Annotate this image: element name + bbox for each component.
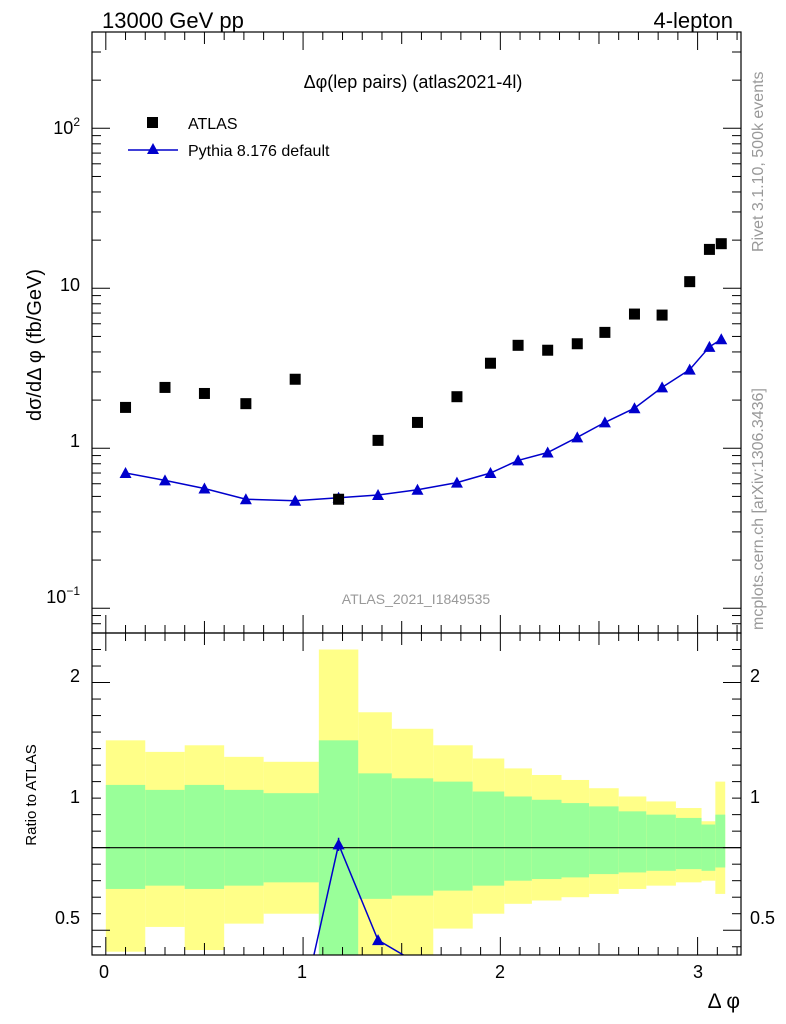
atlas-point xyxy=(542,344,554,356)
process-label: 4-lepton xyxy=(653,8,733,33)
legend-pythia-marker xyxy=(147,143,159,154)
ratio-band-inner-9 xyxy=(472,791,505,886)
ratio-band-inner-1 xyxy=(145,789,185,886)
atlas-point xyxy=(411,416,423,428)
ratio-point xyxy=(332,838,345,850)
atlas-point xyxy=(484,357,496,369)
pythia-point xyxy=(411,483,424,495)
atlas-point xyxy=(628,308,640,320)
pythia-point xyxy=(512,454,525,466)
atlas-point xyxy=(333,493,345,505)
ratio-band-inner-18 xyxy=(715,814,726,868)
legend-atlas-label: ATLAS xyxy=(188,116,238,133)
ratio-tick-label-0.5-right: 0.5 xyxy=(750,908,775,928)
ratio-tick-label-1: 1 xyxy=(70,787,80,807)
pythia-point xyxy=(239,493,252,505)
pythia-point xyxy=(715,333,728,345)
atlas-point xyxy=(289,373,301,385)
ratio-band-inner-2 xyxy=(184,784,225,889)
pythia-point xyxy=(372,489,385,501)
atlas-point xyxy=(715,238,727,250)
y-tick-label-10: 10 xyxy=(60,275,80,295)
pythia-point xyxy=(541,446,554,458)
ratio-axes xyxy=(92,633,741,955)
pythia-point xyxy=(628,402,641,414)
y-tick-label-0.1: 10−1 xyxy=(46,584,80,607)
ratio-band-inner-8 xyxy=(433,781,473,891)
pythia-point xyxy=(484,467,497,479)
atlas-point xyxy=(571,338,583,350)
ratio-point xyxy=(372,934,385,946)
ratio-band-inner-3 xyxy=(224,789,264,886)
pythia-point xyxy=(158,474,171,486)
ratio-line xyxy=(313,841,405,955)
site-label: mcplots.cern.ch [arXiv:1306.3436] xyxy=(750,388,767,630)
pythia-series xyxy=(119,333,728,506)
atlas-point xyxy=(656,309,668,321)
atlas-point xyxy=(120,401,132,413)
pythia-point xyxy=(703,340,716,352)
ratio-tick-label-0.5: 0.5 xyxy=(55,908,80,928)
legend-pythia-label: Pythia 8.176 default xyxy=(188,143,330,160)
atlas-point xyxy=(512,339,524,351)
legend-atlas-marker xyxy=(147,117,158,128)
atlas-point xyxy=(451,391,463,403)
atlas-point xyxy=(599,326,611,338)
pythia-point xyxy=(450,476,463,488)
atlas-point xyxy=(198,387,210,399)
x-tick-label-0: 0 xyxy=(99,962,109,982)
atlas-point xyxy=(372,434,384,446)
ratio-band-inner-15 xyxy=(646,814,676,871)
ratio-panel-frame xyxy=(91,632,742,956)
ratio-uncertainty-bands xyxy=(105,649,726,955)
atlas-series xyxy=(120,238,727,505)
atlas-point xyxy=(159,381,171,393)
x-tick-label-1: 1 xyxy=(297,962,307,982)
ratio-band-inner-7 xyxy=(391,778,434,896)
main-axes xyxy=(92,31,741,634)
atlas-point xyxy=(240,398,252,410)
pythia-point xyxy=(683,363,696,375)
pythia-point xyxy=(656,381,669,393)
ratio-band-inner-16 xyxy=(675,817,702,870)
energy-label: 13000 GeV pp xyxy=(102,8,244,33)
ratio-band-inner-10 xyxy=(504,796,532,881)
pythia-point xyxy=(571,431,584,443)
ratio-band-inner-13 xyxy=(589,806,619,875)
y-tick-label-1: 1 xyxy=(70,431,80,451)
pythia-point xyxy=(119,467,132,479)
ratio-line-group xyxy=(313,841,405,955)
ratio-tick-label-2-right: 2 xyxy=(750,666,760,686)
ratio-band-inner-6 xyxy=(358,773,392,899)
ratio-band-inner-12 xyxy=(561,803,590,878)
rivet-label: Rivet 3.1.10, 500k events xyxy=(750,71,767,252)
ratio-tick-label-2: 2 xyxy=(70,666,80,686)
y-axis-label: dσ/dΔ φ (fb/GeV) xyxy=(24,269,46,421)
pythia-point xyxy=(289,494,302,506)
ratio-series xyxy=(313,837,405,955)
analysis-label: ATLAS_2021_I1849535 xyxy=(342,591,491,607)
ratio-band-inner-14 xyxy=(618,811,647,873)
ratio-y-axis-label: Ratio to ATLAS xyxy=(23,744,40,845)
atlas-point xyxy=(684,276,696,288)
ratio-tick-label-1-right: 1 xyxy=(750,787,760,807)
y-tick-label-100: 102 xyxy=(53,115,80,138)
pythia-point xyxy=(198,482,211,494)
ratio-band-inner-0 xyxy=(105,784,146,889)
x-axis-label: Δ φ xyxy=(708,990,740,1013)
ratio-band-inner-4 xyxy=(263,793,319,883)
legend: ATLAS Pythia 8.176 default xyxy=(128,116,330,160)
atlas-point xyxy=(703,243,715,255)
pythia-point xyxy=(598,416,611,428)
plot-title: Δφ(lep pairs) (atlas2021-4l) xyxy=(304,72,523,92)
x-tick-label-3: 3 xyxy=(693,962,703,982)
ratio-band-inner-11 xyxy=(531,799,562,880)
x-tick-label-2: 2 xyxy=(495,962,505,982)
